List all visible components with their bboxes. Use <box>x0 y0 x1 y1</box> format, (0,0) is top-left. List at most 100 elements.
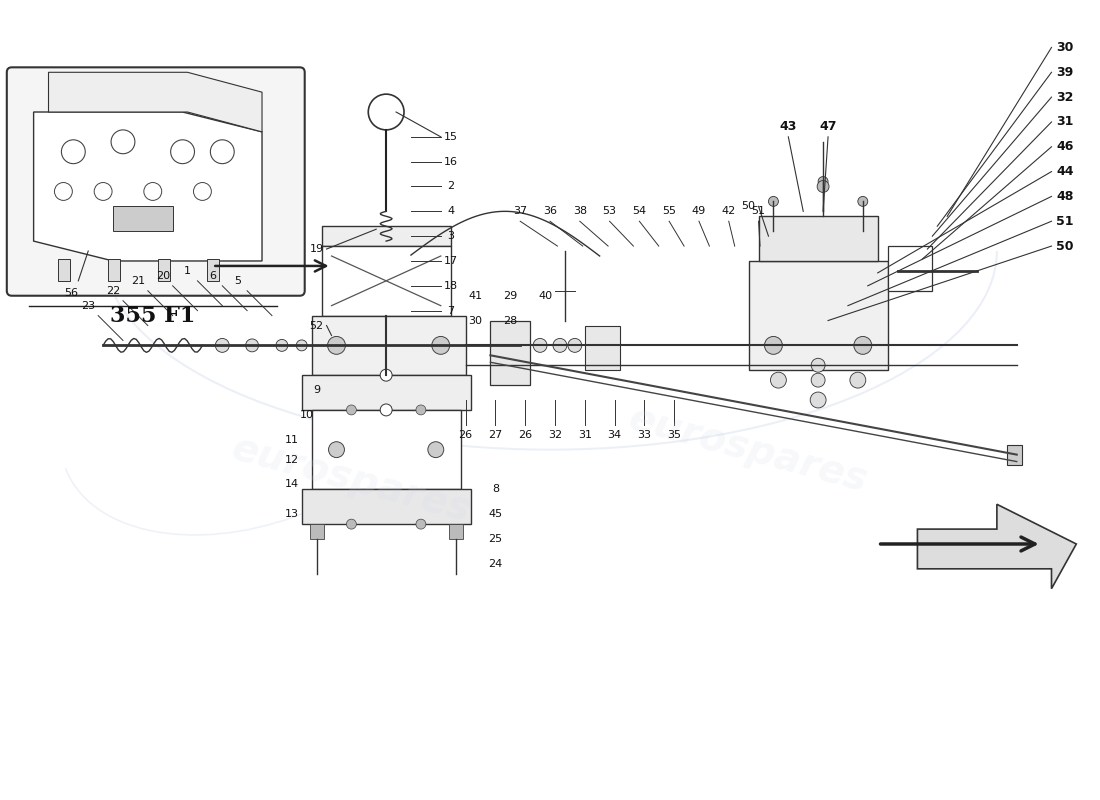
Text: 34: 34 <box>607 430 621 440</box>
Circle shape <box>416 405 426 415</box>
Circle shape <box>850 372 866 388</box>
Polygon shape <box>301 375 471 410</box>
Text: 51: 51 <box>1056 214 1074 228</box>
Text: 37: 37 <box>513 206 527 216</box>
Text: 33: 33 <box>637 430 651 440</box>
Text: 9: 9 <box>314 385 320 395</box>
Text: 26: 26 <box>459 430 473 440</box>
Text: 5: 5 <box>233 276 241 286</box>
Polygon shape <box>491 321 530 385</box>
Text: 21: 21 <box>131 276 145 286</box>
Circle shape <box>568 338 582 352</box>
Polygon shape <box>301 490 471 524</box>
Circle shape <box>381 370 392 381</box>
Circle shape <box>276 339 288 351</box>
Circle shape <box>770 372 786 388</box>
Text: 50: 50 <box>741 202 756 211</box>
Circle shape <box>818 177 828 186</box>
Text: 36: 36 <box>543 206 557 216</box>
Polygon shape <box>585 326 619 370</box>
Text: 46: 46 <box>1056 140 1074 154</box>
Text: 13: 13 <box>285 510 299 519</box>
Polygon shape <box>449 524 463 539</box>
Text: 53: 53 <box>603 206 617 216</box>
Text: 39: 39 <box>1056 66 1074 78</box>
Circle shape <box>428 442 443 458</box>
Text: 355 F1: 355 F1 <box>110 305 196 326</box>
Circle shape <box>811 358 825 372</box>
Polygon shape <box>310 524 323 539</box>
Text: 25: 25 <box>488 534 503 544</box>
Text: 41: 41 <box>469 290 483 301</box>
Polygon shape <box>1006 445 1022 465</box>
Circle shape <box>811 373 825 387</box>
Text: 31: 31 <box>578 430 592 440</box>
Text: 30: 30 <box>469 315 483 326</box>
Polygon shape <box>759 216 878 261</box>
Circle shape <box>817 181 829 193</box>
Polygon shape <box>311 410 461 490</box>
Text: 20: 20 <box>155 271 169 281</box>
Text: 56: 56 <box>64 288 78 298</box>
Text: eurospares: eurospares <box>625 399 872 500</box>
Text: 42: 42 <box>722 206 736 216</box>
Circle shape <box>432 337 450 354</box>
Bar <box>108 259 120 281</box>
Text: 47: 47 <box>820 121 837 134</box>
Circle shape <box>764 337 782 354</box>
Polygon shape <box>321 226 451 246</box>
Circle shape <box>296 340 307 351</box>
Polygon shape <box>48 72 262 132</box>
Text: 32: 32 <box>1056 90 1074 104</box>
Text: 52: 52 <box>309 321 323 330</box>
Text: 26: 26 <box>518 430 532 440</box>
Circle shape <box>55 182 73 200</box>
Circle shape <box>769 197 779 206</box>
Text: 40: 40 <box>538 290 552 301</box>
Circle shape <box>346 405 356 415</box>
Circle shape <box>111 130 135 154</box>
Polygon shape <box>749 261 888 370</box>
Circle shape <box>329 442 344 458</box>
Text: 3: 3 <box>448 231 454 241</box>
Circle shape <box>144 182 162 200</box>
Circle shape <box>328 337 345 354</box>
Text: 29: 29 <box>503 290 517 301</box>
Circle shape <box>553 338 566 352</box>
Circle shape <box>854 337 871 354</box>
Text: 4: 4 <box>447 206 454 216</box>
Text: 49: 49 <box>692 206 706 216</box>
Text: 44: 44 <box>1056 165 1074 178</box>
Text: eurospares: eurospares <box>228 430 475 530</box>
Text: 54: 54 <box>632 206 647 216</box>
Bar <box>113 206 173 231</box>
Text: 24: 24 <box>488 559 503 569</box>
FancyBboxPatch shape <box>7 67 305 296</box>
Text: 28: 28 <box>503 315 517 326</box>
Text: 16: 16 <box>443 157 458 166</box>
Text: 7: 7 <box>447 306 454 316</box>
Circle shape <box>245 339 258 352</box>
Text: 19: 19 <box>309 244 323 254</box>
Circle shape <box>210 140 234 164</box>
Text: 27: 27 <box>488 430 503 440</box>
Bar <box>58 259 70 281</box>
Text: 43: 43 <box>780 121 798 134</box>
Text: 17: 17 <box>443 256 458 266</box>
Text: 2: 2 <box>447 182 454 191</box>
Circle shape <box>811 392 826 408</box>
Circle shape <box>95 182 112 200</box>
Text: 6: 6 <box>209 271 216 281</box>
Text: 12: 12 <box>285 454 299 465</box>
Polygon shape <box>311 315 465 375</box>
Circle shape <box>170 140 195 164</box>
Text: 51: 51 <box>751 206 766 216</box>
Text: 10: 10 <box>299 410 314 420</box>
Text: 32: 32 <box>548 430 562 440</box>
Text: 55: 55 <box>662 206 676 216</box>
Circle shape <box>346 519 356 529</box>
Polygon shape <box>34 112 262 261</box>
Text: 11: 11 <box>285 434 299 445</box>
Text: 48: 48 <box>1056 190 1074 203</box>
Text: 15: 15 <box>443 132 458 142</box>
